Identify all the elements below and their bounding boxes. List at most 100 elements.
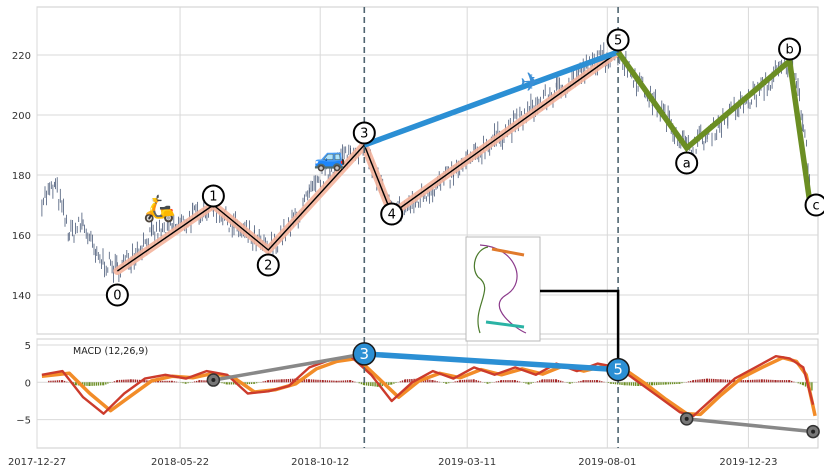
macd-histogram-bar xyxy=(352,380,354,383)
macd-histogram-bar xyxy=(678,382,680,384)
macd-histogram-bar xyxy=(777,380,779,383)
macd-histogram-bar xyxy=(679,382,681,384)
macd-histogram-bar xyxy=(797,382,799,384)
macd-histogram-bar xyxy=(226,382,228,385)
macd-histogram-bar xyxy=(113,381,116,383)
macd-histogram-bar xyxy=(557,380,560,383)
macd-histogram-bar xyxy=(580,380,582,383)
inset-diagram-curve xyxy=(491,247,525,257)
macd-histogram-bar xyxy=(505,380,507,383)
macd-histogram-bar xyxy=(669,382,672,385)
macd-histogram-bar xyxy=(262,381,264,383)
macd-histogram-bar xyxy=(160,380,162,383)
macd-histogram-bar xyxy=(143,380,145,383)
macd-histogram-bar xyxy=(130,379,132,383)
macd-histogram-bar xyxy=(569,382,571,384)
macd-histogram-bar xyxy=(61,380,64,383)
macd-histogram-bar xyxy=(82,382,84,386)
macd-histogram-bar xyxy=(205,380,207,383)
macd-histogram-bar xyxy=(166,380,168,383)
macd-histogram-bar xyxy=(374,382,376,387)
macd-histogram-bar xyxy=(628,382,630,386)
macd-histogram-bar xyxy=(596,380,598,383)
macd-histogram-bar xyxy=(728,379,731,383)
macd-histogram-bar xyxy=(443,382,445,383)
macd-histogram-bar xyxy=(742,380,744,383)
macd-histogram-bar xyxy=(484,382,486,383)
macd-histogram-bar xyxy=(362,382,365,385)
macd-histogram-bar xyxy=(706,378,708,383)
wave-label-circle xyxy=(380,202,404,226)
macd-histogram-bar xyxy=(554,379,557,383)
macd-wave-marker-5: 5 xyxy=(613,361,623,379)
macd-histogram-bar xyxy=(328,380,331,383)
macd-histogram-bar xyxy=(774,380,776,383)
x-tick-label: 2019-12-23 xyxy=(719,457,777,468)
macd-histogram-bar xyxy=(434,380,436,383)
macd-histogram-bar xyxy=(788,380,790,383)
macd-histogram-bar xyxy=(578,381,580,383)
macd-histogram-bar xyxy=(409,379,411,383)
macd-histogram-bar xyxy=(582,380,584,383)
macd-histogram-bar xyxy=(713,378,715,383)
wave-label-circle xyxy=(352,121,376,145)
macd-histogram-bar xyxy=(303,379,305,383)
macd-histogram-bar xyxy=(624,382,626,386)
macd-histogram-bar xyxy=(168,380,170,383)
macd-histogram-bar xyxy=(514,380,516,383)
macd-histogram-bar xyxy=(289,378,292,383)
macd-histogram-bar xyxy=(459,380,461,383)
macd-histogram-bar xyxy=(619,382,621,385)
macd-histogram-bar xyxy=(687,381,690,383)
macd-histogram-bar xyxy=(132,379,134,383)
price-y-tick-label: 180 xyxy=(12,171,31,182)
macd-histogram-bar xyxy=(89,382,91,386)
divergence-point-center xyxy=(684,416,689,421)
macd-histogram-bar xyxy=(530,382,532,384)
macd-histogram-bar xyxy=(58,380,61,383)
macd-histogram-bar xyxy=(223,382,225,384)
macd-histogram-bar xyxy=(513,380,516,383)
macd-histogram-bar xyxy=(173,381,176,383)
macd-histogram-bar xyxy=(399,381,402,383)
macd-histogram-bar xyxy=(516,380,519,383)
macd-histogram-bar xyxy=(596,380,599,383)
wave-label-circle xyxy=(606,28,630,52)
macd-histogram-bar xyxy=(500,380,502,383)
macd-histogram-bar xyxy=(391,382,393,385)
macd-histogram-bar xyxy=(752,379,754,383)
macd-histogram-bar xyxy=(264,380,266,383)
macd-histogram-bar xyxy=(463,379,466,383)
price-y-tick-label: 160 xyxy=(12,231,31,242)
macd-y-tick-label: 5 xyxy=(25,341,31,352)
macd-histogram-bar xyxy=(637,382,639,386)
macd-histogram-bar xyxy=(182,382,184,384)
macd-histogram-bar xyxy=(541,379,544,383)
macd-histogram-bar xyxy=(50,380,52,383)
macd-histogram-bar xyxy=(102,382,105,386)
macd-histogram-bar xyxy=(388,382,390,385)
macd-histogram-bar xyxy=(456,380,459,383)
macd-histogram-bar xyxy=(788,380,791,383)
macd-histogram-bar xyxy=(74,382,77,385)
macd-histogram-bar xyxy=(772,379,774,383)
macd-histogram-bar xyxy=(603,381,605,383)
macd-histogram-bar xyxy=(717,379,719,383)
macd-histogram-bar xyxy=(100,382,102,386)
macd-histogram-bar xyxy=(614,382,617,385)
macd-histogram-bar xyxy=(102,382,104,386)
macd-histogram-bar xyxy=(749,379,752,383)
macd-histogram-bar xyxy=(734,380,736,383)
wave-label-3: 3 xyxy=(360,127,368,142)
macd-histogram-bar xyxy=(354,381,356,383)
macd-histogram-bar xyxy=(532,382,534,383)
macd-histogram-bar xyxy=(799,382,802,385)
macd-histogram-bar xyxy=(671,382,674,385)
macd-histogram-bar xyxy=(123,379,125,383)
macd-histogram-bar xyxy=(411,379,413,383)
macd-histogram-bar xyxy=(157,380,159,383)
macd-histogram-bar xyxy=(162,380,164,383)
macd-histogram-bar xyxy=(86,382,88,386)
price-y-tick-label: 140 xyxy=(12,291,31,302)
macd-histogram-bar xyxy=(635,382,637,386)
